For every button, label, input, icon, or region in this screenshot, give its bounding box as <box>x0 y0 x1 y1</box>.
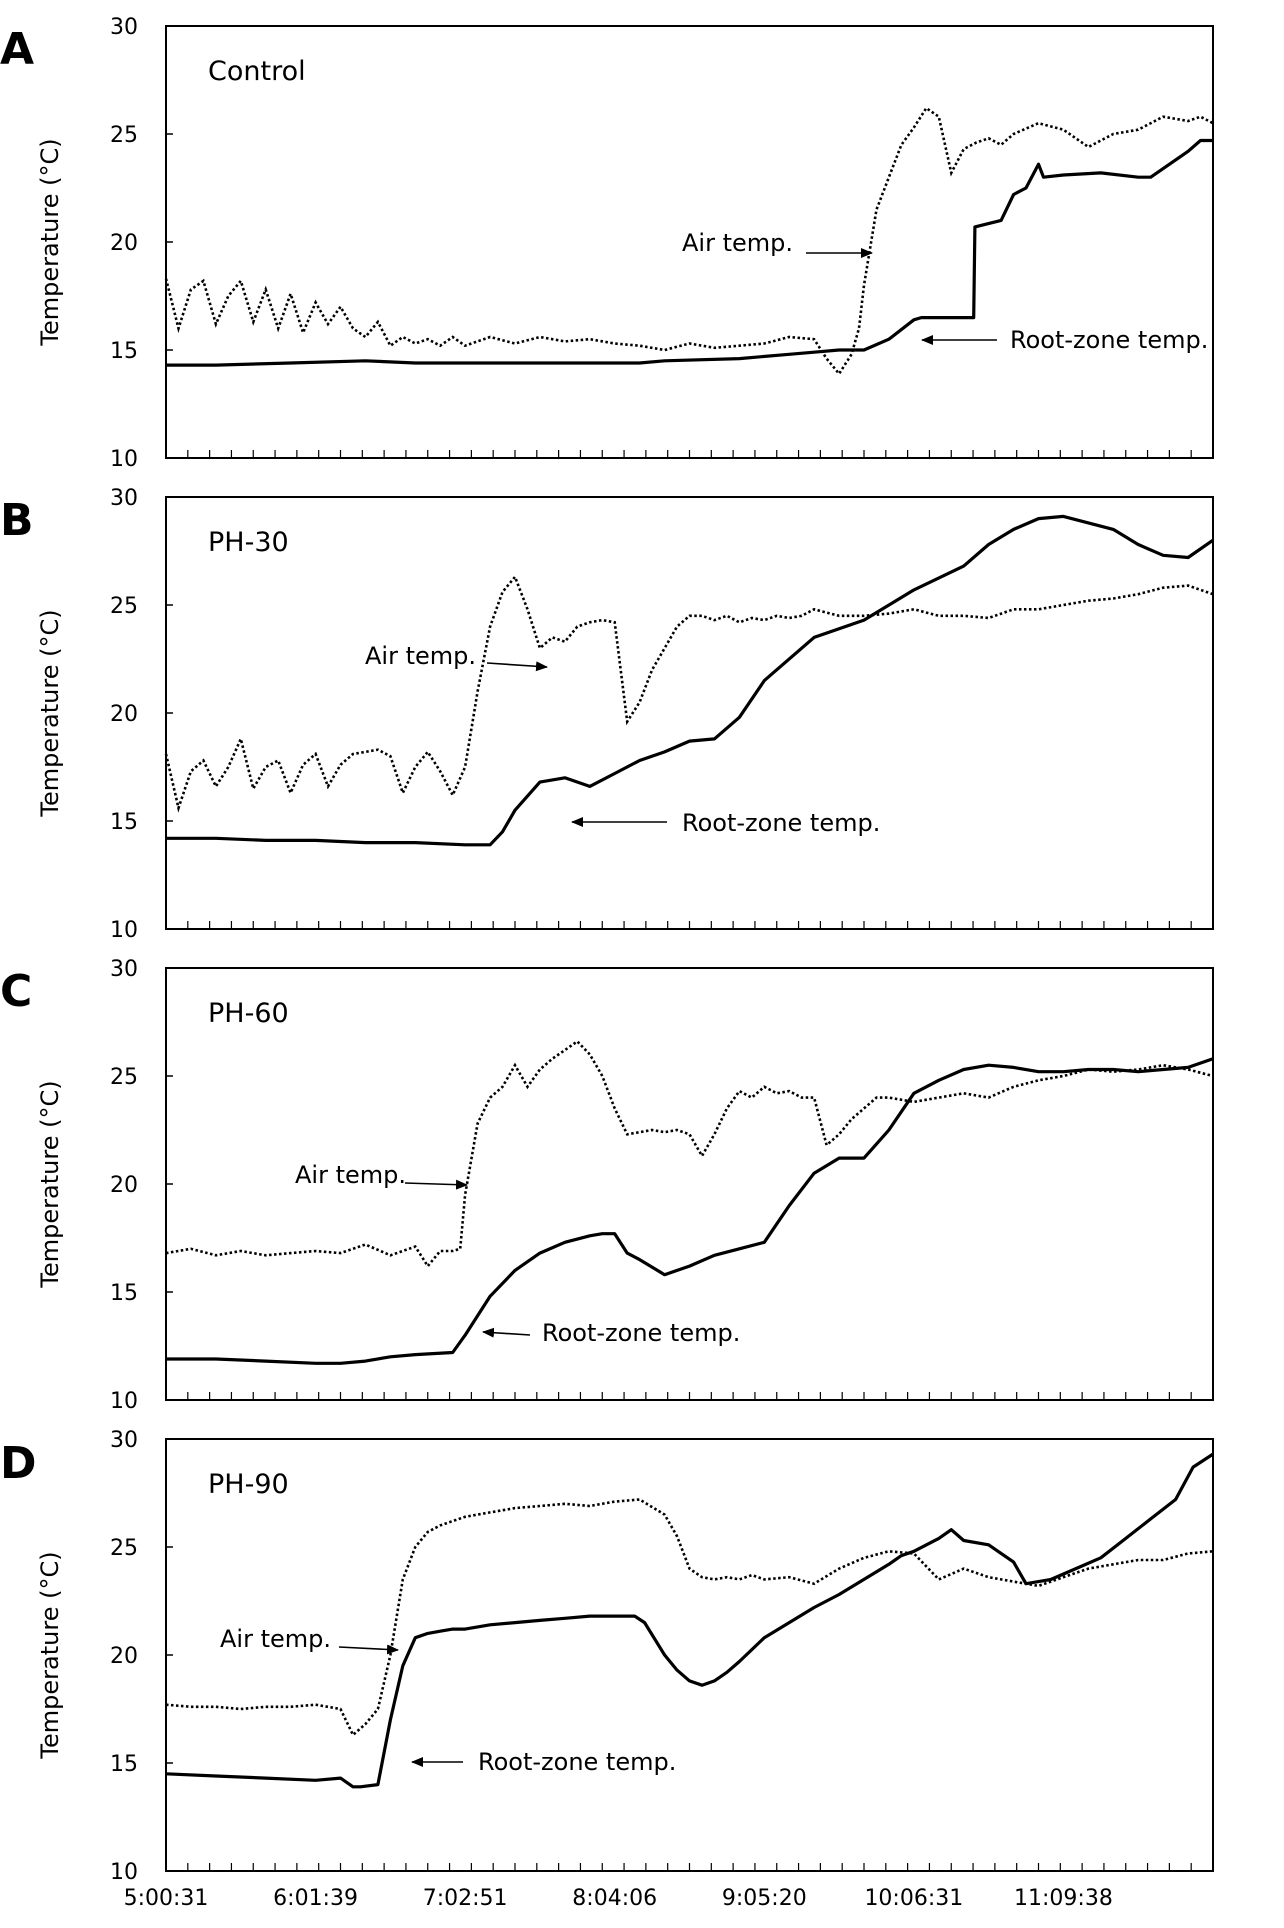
panel-title: PH-30 <box>208 527 289 558</box>
x-tick-label: 10:06:31 <box>864 1886 963 1911</box>
panel-title: PH-90 <box>208 1469 289 1500</box>
panel-letter: A <box>0 24 34 75</box>
panel-title: PH-60 <box>208 998 289 1029</box>
x-tick-label: 7:02:51 <box>423 1886 508 1911</box>
x-tick-label: 9:05:20 <box>722 1886 807 1911</box>
root-zone-temp-annotation: Root-zone temp. <box>1010 326 1208 354</box>
air-temp-line <box>165 1498 1214 1737</box>
y-tick-label: 25 <box>110 594 138 619</box>
panel-title: Control <box>208 56 306 87</box>
y-tick-label: 10 <box>110 918 138 943</box>
y-tick-label: 30 <box>110 15 138 40</box>
annotation-arrow <box>482 1327 531 1338</box>
y-tick-label: 10 <box>110 1389 138 1414</box>
root-zone-temp-line <box>166 1057 1214 1365</box>
y-tick-label: 20 <box>110 231 138 256</box>
y-axis-label: Temperature (°C) <box>36 1551 64 1759</box>
panel-c: C PH-60 Temperature (°C) 10 15 20 25 30 Air temp… <box>0 957 1214 1414</box>
air-temp-line <box>165 1039 1214 1269</box>
y-tick-label: 25 <box>110 1536 138 1561</box>
panel-a: A Control Temperature (°C) 10 15 20 25 30 Air te… <box>0 15 1214 472</box>
y-tick-label: 25 <box>110 123 138 148</box>
root-zone-temp-line <box>166 138 1213 367</box>
y-tick-label: 30 <box>110 1428 138 1453</box>
y-tick-label: 15 <box>110 1752 138 1777</box>
y-axis-label: Temperature (°C) <box>36 1080 64 1288</box>
annotation-arrow <box>338 1644 399 1655</box>
root-zone-temp-line <box>166 514 1214 847</box>
y-tick-label: 10 <box>110 1860 138 1885</box>
y-tick-label: 25 <box>110 1065 138 1090</box>
panel-b: B PH-30 Temperature (°C) 10 15 20 25 30 Air temp… <box>0 486 1214 943</box>
panel-letter: B <box>0 495 34 546</box>
x-tick-label: 5:00:31 <box>124 1886 209 1911</box>
air-temp-annotation: Air temp. <box>295 1161 406 1189</box>
annotation-arrow <box>486 661 548 672</box>
root-zone-temp-annotation: Root-zone temp. <box>682 809 880 837</box>
y-tick-label: 20 <box>110 1644 138 1669</box>
x-tick-label: 6:01:39 <box>273 1886 358 1911</box>
panel-letter: C <box>0 966 32 1017</box>
y-tick-label: 10 <box>110 447 138 472</box>
y-tick-label: 20 <box>110 1173 138 1198</box>
y-axis-label: Temperature (°C) <box>36 138 64 346</box>
air-temp-annotation: Air temp. <box>682 229 793 257</box>
air-temp-line <box>164 574 1214 813</box>
y-tick-label: 15 <box>110 339 138 364</box>
air-temp-annotation: Air temp. <box>220 1625 331 1653</box>
air-temp-annotation: Air temp. <box>365 642 476 670</box>
root-zone-temp-line <box>165 1452 1214 1789</box>
y-tick-label: 15 <box>110 1281 138 1306</box>
y-tick-label: 20 <box>110 702 138 727</box>
x-tick-label: 8:04:06 <box>572 1886 657 1911</box>
root-zone-temp-annotation: Root-zone temp. <box>478 1748 676 1776</box>
y-tick-label: 30 <box>110 957 138 982</box>
x-tick-label: 11:09:38 <box>1014 1886 1113 1911</box>
panel-d: D PH-90 Temperature (°C) 10 15 20 25 30 5:00:31 6… <box>0 1428 1214 1911</box>
y-tick-label: 15 <box>110 810 138 835</box>
y-axis-label: Temperature (°C) <box>36 609 64 817</box>
annotation-arrow <box>404 1179 468 1190</box>
y-tick-label: 30 <box>110 486 138 511</box>
root-zone-temp-annotation: Root-zone temp. <box>542 1319 740 1347</box>
panel-letter: D <box>0 1438 37 1489</box>
